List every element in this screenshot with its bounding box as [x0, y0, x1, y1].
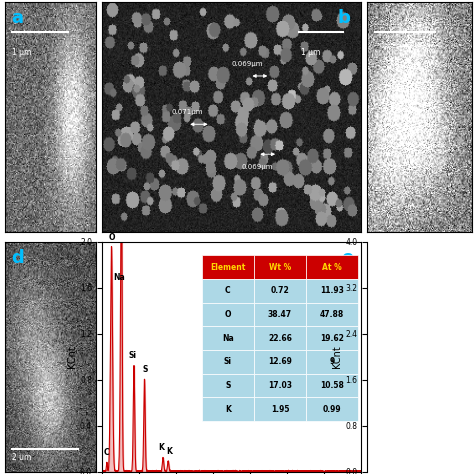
- Text: e: e: [341, 248, 353, 266]
- Text: 0.071μm: 0.071μm: [172, 109, 203, 115]
- Text: C: C: [104, 447, 109, 456]
- Text: K: K: [166, 447, 172, 456]
- Text: O: O: [108, 233, 115, 242]
- Text: a: a: [11, 9, 23, 27]
- Text: Si: Si: [129, 351, 137, 360]
- Text: 0.069μm: 0.069μm: [231, 61, 263, 67]
- Text: S: S: [143, 365, 148, 374]
- Text: 0.069μm: 0.069μm: [242, 164, 273, 170]
- Text: Na: Na: [113, 273, 125, 282]
- Text: d: d: [11, 248, 24, 266]
- Text: 1 μm: 1 μm: [301, 48, 321, 57]
- Text: b: b: [338, 9, 351, 27]
- Text: 1 μm: 1 μm: [12, 48, 31, 57]
- Y-axis label: KCnt: KCnt: [67, 345, 77, 368]
- Y-axis label: KCnt: KCnt: [332, 345, 342, 368]
- Text: K: K: [158, 443, 164, 452]
- Text: 2 um: 2 um: [12, 454, 31, 463]
